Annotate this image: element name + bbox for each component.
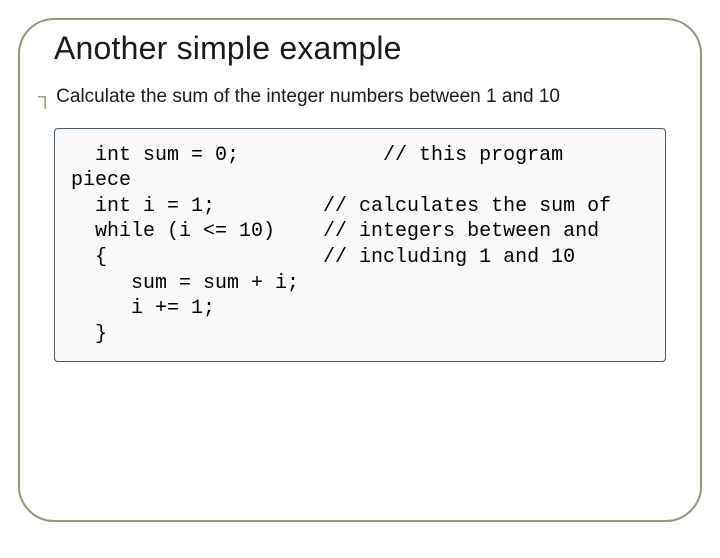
slide-title: Another simple example (54, 30, 700, 67)
slide-frame: Another simple example ┐ Calculate the s… (18, 18, 702, 522)
bullet-icon: ┐ (38, 86, 52, 109)
code-snippet: int sum = 0; // this program piece int i… (54, 128, 666, 363)
bullet-row: ┐ Calculate the sum of the integer numbe… (38, 85, 700, 110)
bullet-text: Calculate the sum of the integer numbers… (56, 85, 560, 110)
